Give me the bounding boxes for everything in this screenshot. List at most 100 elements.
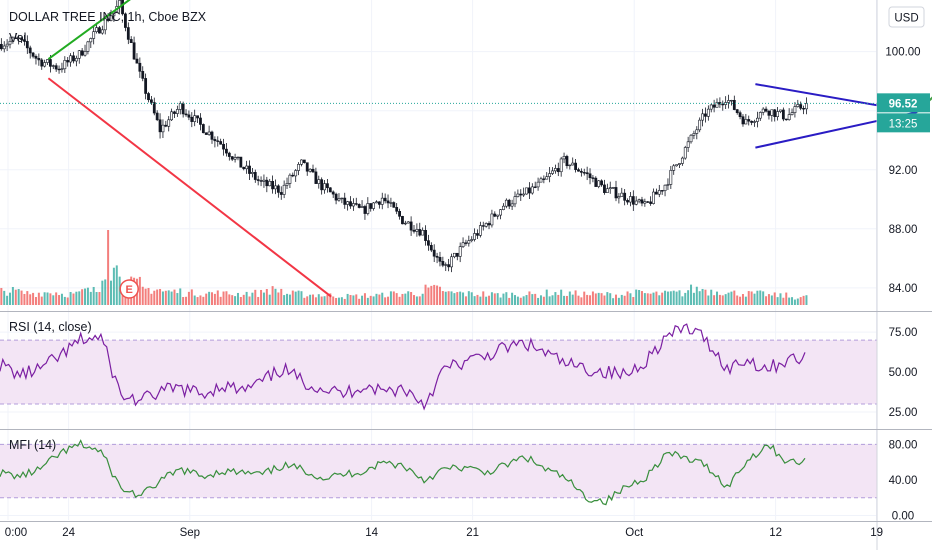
candle-body (568, 164, 572, 167)
candle-body (478, 225, 482, 236)
candle-body (654, 191, 658, 195)
volume-bar (361, 295, 364, 305)
currency-button[interactable]: USD (888, 6, 925, 28)
x-tick-label[interactable]: Oct (625, 527, 644, 539)
volume-bar (467, 291, 470, 305)
volume-bar (242, 294, 245, 305)
volume-bar (447, 291, 450, 305)
candle-body (92, 31, 96, 39)
volume-bar (366, 297, 369, 305)
volume-bar (652, 292, 655, 305)
volume-bar (505, 292, 508, 305)
volume-bar (793, 299, 796, 305)
candle-body (447, 264, 451, 268)
volume-bar (147, 287, 150, 305)
volume-bar (271, 286, 274, 305)
drawing-overlays[interactable] (0, 0, 932, 298)
volume-bar (29, 294, 32, 305)
volume-legend: Vol (9, 31, 26, 45)
candle-body (427, 240, 430, 246)
mfi-tick-label[interactable]: 0.00 (892, 511, 914, 523)
volume-bar (721, 295, 724, 305)
candle-body (366, 203, 370, 214)
rsi-tick-label[interactable]: 75.00 (889, 327, 918, 339)
rsi-tick-label[interactable]: 50.00 (889, 367, 918, 379)
candle-body (678, 163, 681, 165)
candle-body (528, 187, 531, 194)
x-tick-label[interactable]: 24 (62, 527, 75, 539)
x-tick-label[interactable]: 19 (870, 527, 883, 539)
x-tick-label[interactable]: 14 (365, 527, 378, 539)
price-tick-label[interactable]: 100.00 (885, 47, 920, 59)
candle-body (669, 170, 673, 185)
candle-body (799, 104, 803, 109)
volume-bar (418, 296, 421, 305)
candle-body (551, 170, 554, 174)
x-tick-label[interactable]: Sep (180, 527, 200, 539)
candle-body (493, 213, 497, 217)
candle-body (317, 179, 321, 184)
candle-body (450, 256, 453, 268)
trendline-0[interactable] (47, 77, 332, 298)
volume-bar (695, 286, 698, 305)
volume-bar (632, 297, 635, 305)
volume-bar (762, 291, 765, 305)
candle-body (23, 39, 26, 42)
x-tick-label[interactable]: 21 (466, 527, 479, 539)
volume-bar (681, 296, 684, 305)
volume-bar (173, 289, 176, 305)
volume-bar (514, 295, 516, 305)
volume-bar (736, 295, 739, 305)
volume-bar (741, 294, 744, 305)
candle-body (193, 115, 197, 122)
volume-bar (6, 295, 9, 305)
volume-bar (92, 286, 95, 305)
candle-body (487, 223, 491, 226)
candle-body (138, 62, 142, 72)
volume-bar (32, 292, 35, 305)
volume-bar (655, 291, 658, 305)
volume-bar (381, 292, 384, 305)
volume-bar (236, 292, 239, 305)
price-badge: 96.52 13:25 (877, 93, 930, 133)
price-tick-label[interactable]: 92.00 (889, 165, 918, 177)
candle-body (305, 162, 309, 172)
volume-bar (606, 292, 609, 305)
volume-bar (713, 295, 716, 305)
volume-bar (499, 297, 502, 305)
volume-bar (176, 293, 179, 305)
x-tick-label[interactable]: 12 (769, 527, 782, 539)
candle-body (46, 59, 49, 63)
volume-bar (796, 298, 799, 305)
candle-body (764, 108, 768, 112)
candle-body (86, 41, 90, 52)
volume-bar (349, 294, 352, 305)
volume-bar (297, 290, 300, 305)
x-tick-label[interactable]: 0:00 (5, 527, 27, 539)
rsi-tick-label[interactable]: 25.00 (889, 407, 918, 419)
mfi-tick-label[interactable]: 40.00 (889, 475, 918, 487)
volume-bar (413, 295, 415, 305)
candle-body (744, 119, 748, 125)
candle-body (553, 168, 557, 172)
x-axis[interactable]: 0:0024Sep1421Oct121926 (5, 527, 932, 539)
volume-bar (490, 292, 493, 305)
candle-body (383, 197, 387, 202)
volume-bar (750, 291, 753, 305)
candle-body (170, 111, 174, 121)
price-tick-label[interactable]: 88.00 (889, 224, 918, 236)
y-axis[interactable]: 84.00 88.00 92.00 100.00 25.00 50.00 75.00 0.00… (885, 47, 920, 523)
volume-bar (17, 289, 20, 305)
candle-body (242, 166, 246, 170)
volume-bar (72, 293, 75, 305)
candle-body (95, 27, 98, 32)
candle-body (793, 106, 797, 113)
candle-body (259, 180, 263, 182)
mfi-tick-label[interactable]: 80.00 (889, 439, 918, 451)
candle-body (608, 187, 612, 190)
candle-body (709, 104, 713, 110)
volume-bar (193, 295, 196, 305)
price-tick-label[interactable]: 84.00 (889, 283, 918, 295)
trendline-1[interactable] (47, 0, 149, 60)
